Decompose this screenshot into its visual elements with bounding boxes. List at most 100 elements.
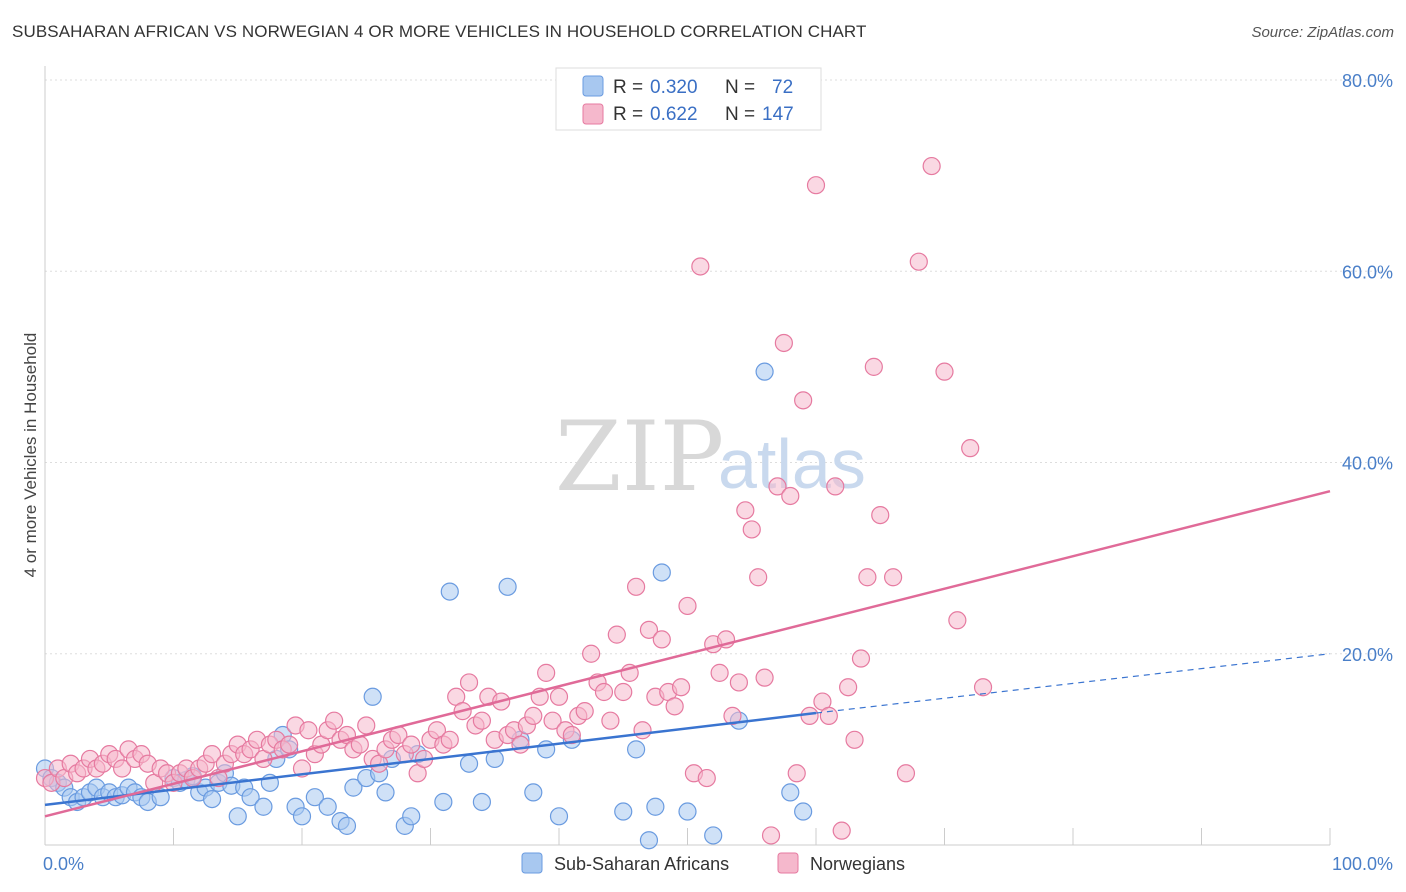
legend-swatch-pink (582, 103, 604, 125)
bottom-legend-label-blue: Sub-Saharan Africans (554, 854, 729, 874)
trend-line-sub-saharan-africans-extension (815, 653, 1331, 714)
point-sub-saharan-africans (254, 797, 273, 816)
point-norwegians (665, 697, 684, 716)
point-norwegians (864, 357, 883, 376)
point-sub-saharan-africans (228, 807, 247, 826)
point-sub-saharan-africans (292, 807, 312, 826)
y-tick-label: 60.0% (1342, 262, 1393, 282)
legend-r-label-pink: R = (613, 104, 643, 125)
point-norwegians (582, 644, 601, 663)
legend-r-value-blue: 0.320 (650, 77, 698, 98)
point-sub-saharan-africans (402, 807, 421, 826)
legend-n-label-pink: N = (725, 104, 755, 125)
watermark-zip: ZIP (555, 401, 724, 513)
point-norwegians (768, 477, 787, 496)
point-norwegians (325, 711, 344, 730)
point-norwegians (787, 764, 806, 783)
point-norwegians (729, 673, 749, 692)
x-tick-label-max: 100.0% (1332, 854, 1393, 874)
point-norwegians (781, 486, 800, 506)
legend-n-value-pink: 147 (762, 104, 794, 125)
point-norwegians (832, 821, 851, 840)
point-sub-saharan-africans (626, 740, 646, 759)
point-norwegians (524, 706, 543, 726)
point-sub-saharan-africans (363, 687, 382, 706)
point-norwegians (472, 711, 491, 730)
point-norwegians (896, 764, 916, 783)
legend-box: R = 0.320 N = 72 R = 0.622 N = 147 (555, 67, 822, 131)
point-norwegians (851, 649, 871, 668)
point-norwegians (806, 176, 826, 195)
y-tick-label: 20.0% (1342, 645, 1393, 665)
point-sub-saharan-africans (781, 783, 800, 802)
chart-title: SUBSAHARAN AFRICAN VS NORWEGIAN 4 OR MOR… (12, 22, 867, 41)
point-norwegians (736, 501, 755, 520)
point-sub-saharan-africans (498, 577, 517, 596)
point-norwegians (948, 611, 967, 630)
gridlines (45, 79, 1392, 655)
point-sub-saharan-africans (459, 754, 479, 773)
point-norwegians (826, 477, 845, 496)
point-norwegians (742, 520, 761, 539)
point-sub-saharan-africans (472, 792, 491, 812)
point-sub-saharan-africans (678, 802, 697, 821)
point-sub-saharan-africans (639, 831, 659, 850)
point-norwegians (594, 682, 614, 702)
point-norwegians (459, 673, 479, 692)
legend-r-value-pink: 0.622 (650, 104, 698, 125)
axes (44, 66, 1331, 846)
point-norwegians (639, 620, 659, 639)
bottom-legend-swatch-pink (777, 852, 799, 874)
trend-line-norwegians (44, 489, 1331, 818)
point-sub-saharan-africans (202, 789, 222, 809)
point-sub-saharan-africans (376, 783, 395, 802)
point-norwegians (922, 156, 941, 176)
x-tick-label-min: 0.0% (43, 854, 84, 874)
point-norwegians (909, 252, 928, 271)
bottom-legend-label-pink: Norwegians (810, 854, 905, 874)
bottom-legend: Sub-Saharan Africans Norwegians (521, 852, 905, 874)
source-label: Source: ZipAtlas.com (1251, 24, 1394, 41)
legend-n-value-blue: 72 (772, 77, 793, 98)
point-sub-saharan-africans (337, 816, 357, 835)
point-norwegians (112, 759, 132, 778)
point-norwegians (601, 711, 620, 730)
point-norwegians (691, 257, 710, 276)
point-sub-saharan-africans (241, 788, 260, 807)
point-sub-saharan-africans (704, 826, 723, 845)
point-sub-saharan-africans (524, 783, 543, 802)
point-sub-saharan-africans (549, 807, 569, 826)
bottom-legend-swatch-blue (521, 852, 543, 874)
y-tick-label: 40.0% (1342, 454, 1393, 474)
point-sub-saharan-africans (794, 802, 813, 821)
point-norwegians (671, 678, 691, 697)
point-norwegians (280, 735, 299, 754)
point-norwegians (626, 577, 646, 596)
point-sub-saharan-africans (755, 362, 774, 381)
point-sub-saharan-africans (344, 778, 363, 797)
trend-lines (44, 489, 1331, 818)
point-norwegians (549, 687, 569, 706)
point-norwegians (723, 706, 742, 726)
point-norwegians (202, 745, 222, 764)
point-norwegians (543, 711, 562, 730)
point-norwegians (883, 568, 903, 587)
trend-line-sub-saharan-africans (44, 711, 817, 807)
point-norwegians (710, 663, 729, 682)
point-norwegians (871, 505, 890, 525)
point-norwegians (961, 439, 980, 458)
point-norwegians (678, 596, 697, 616)
legend-n-label-blue: N = (725, 77, 755, 98)
point-sub-saharan-africans (614, 802, 633, 821)
point-sub-saharan-africans (652, 563, 671, 582)
point-norwegians (845, 730, 864, 749)
point-norwegians (614, 682, 633, 702)
point-norwegians (440, 730, 459, 749)
x-tick-labels: 0.0% 100.0% (43, 854, 1393, 874)
point-norwegians (755, 668, 774, 687)
point-sub-saharan-africans (318, 797, 337, 816)
y-tick-label: 80.0% (1342, 71, 1393, 91)
point-norwegians (537, 663, 556, 682)
point-norwegians (357, 716, 376, 735)
